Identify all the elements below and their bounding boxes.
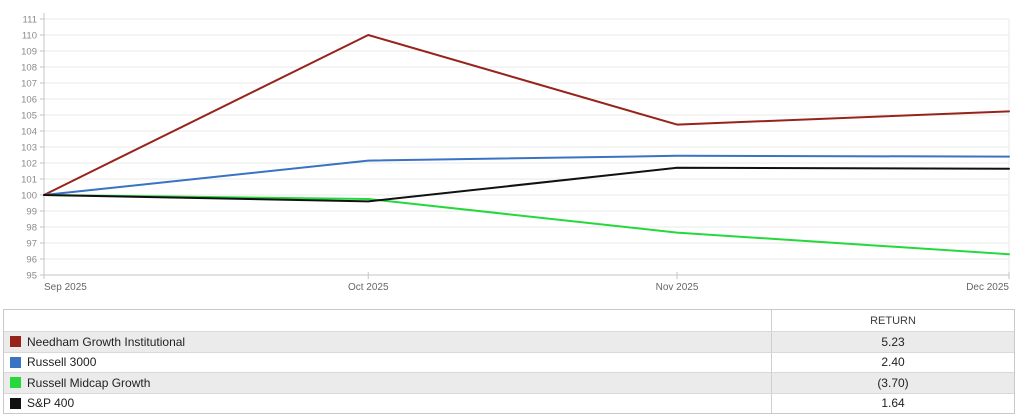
- y-tick-label: 105: [21, 111, 37, 122]
- returns-table: RETURN Needham Growth Institutional 5.23 R…: [3, 309, 1015, 414]
- series-line-s-p-400: [43, 166, 1010, 203]
- legend-swatch: [10, 356, 21, 368]
- legend-swatch: [10, 336, 21, 348]
- y-tick-label: 97: [26, 239, 37, 250]
- y-tick-label: 98: [26, 223, 37, 234]
- return-column-header: RETURN: [870, 314, 916, 327]
- x-tick-label: Sep 2025: [44, 282, 87, 293]
- fund-name-cell: S&P 400: [4, 393, 772, 413]
- table-row: Needham Growth Institutional 5.23: [4, 331, 1014, 352]
- fund-name-cell: Needham Growth Institutional: [4, 332, 772, 352]
- series-line-russell-midcap-growth: [43, 194, 1010, 256]
- y-tick-label: 110: [22, 31, 37, 42]
- y-tick-label: 103: [21, 143, 37, 154]
- y-tick-label: 102: [21, 159, 37, 170]
- fund-name-label: Needham Growth Institutional: [27, 334, 186, 349]
- return-value-cell: 5.23: [881, 334, 905, 349]
- return-value-cell: 2.40: [881, 355, 905, 370]
- fund-name-label: S&P 400: [27, 396, 75, 411]
- table-row: S&P 400 1.64: [4, 392, 1014, 413]
- table-row: Russell Midcap Growth (3.70): [4, 372, 1014, 393]
- fund-name-cell: Russell 3000: [4, 352, 772, 372]
- fund-name-cell: Russell Midcap Growth: [4, 373, 772, 393]
- legend-swatch: [10, 397, 21, 409]
- return-value-cell: 1.64: [881, 396, 905, 411]
- y-tick-label: 96: [26, 255, 37, 266]
- returns-table-body: Needham Growth Institutional 5.23 Russell …: [4, 331, 1014, 413]
- fund-name-label: Russell 3000: [27, 355, 97, 370]
- y-tick-label: 108: [21, 63, 37, 74]
- y-tick-label: 104: [21, 127, 37, 138]
- x-tick-label: Oct 2025: [348, 282, 389, 293]
- series-line-needham-growth-institutional: [43, 34, 1010, 196]
- legend-swatch: [10, 377, 21, 389]
- return-value-cell: (3.70): [877, 375, 909, 390]
- y-tick-label: 106: [21, 95, 37, 106]
- y-tick-label: 107: [21, 79, 37, 90]
- x-tick-label: Dec 2025: [966, 282, 1009, 293]
- table-row: Russell 3000 2.40: [4, 351, 1014, 372]
- y-tick-label: 99: [26, 207, 37, 218]
- y-tick-label: 109: [21, 47, 37, 58]
- y-tick-label: 101: [21, 175, 37, 186]
- fund-name-label: Russell Midcap Growth: [27, 375, 151, 390]
- x-tick-label: Nov 2025: [656, 282, 699, 293]
- y-tick-label: 111: [23, 15, 37, 26]
- line-chart-svg: 95 96 97 98 99 100 101 102 103 104 105 106 107 108 109…: [21, 13, 1010, 293]
- y-tick-label: 95: [26, 271, 37, 282]
- series-line-russell-3000: [43, 154, 1010, 196]
- growth-line-chart: 95 96 97 98 99 100 101 102 103 104 105 106 107 108 109…: [21, 13, 1010, 293]
- y-tick-label: 100: [21, 191, 37, 202]
- returns-table-header-row: RETURN: [4, 310, 1014, 331]
- name-column-header: [4, 310, 772, 331]
